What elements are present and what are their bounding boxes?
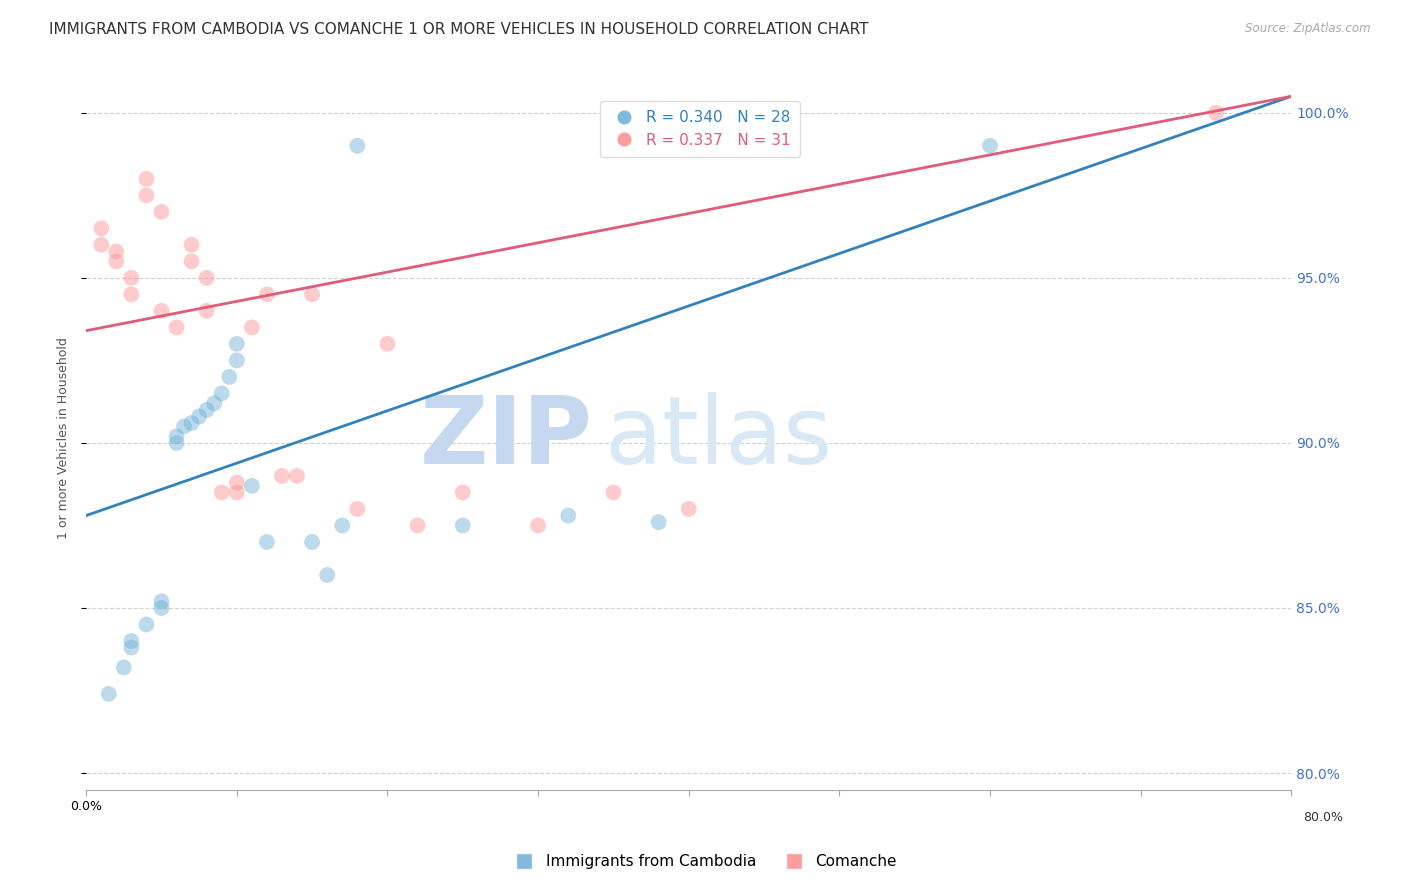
Point bbox=[451, 518, 474, 533]
Point bbox=[301, 535, 323, 549]
Point bbox=[527, 518, 550, 533]
Point bbox=[112, 660, 135, 674]
Text: atlas: atlas bbox=[605, 392, 832, 484]
Point bbox=[406, 518, 429, 533]
Point bbox=[377, 337, 399, 351]
Point bbox=[180, 416, 202, 430]
Point bbox=[330, 518, 353, 533]
Point bbox=[225, 475, 247, 490]
Point bbox=[256, 287, 278, 301]
Point bbox=[202, 396, 225, 410]
Point bbox=[173, 419, 195, 434]
Point bbox=[557, 508, 579, 523]
Point bbox=[180, 237, 202, 252]
Point bbox=[240, 479, 263, 493]
Point bbox=[346, 502, 368, 516]
Text: IMMIGRANTS FROM CAMBODIA VS COMANCHE 1 OR MORE VEHICLES IN HOUSEHOLD CORRELATION: IMMIGRANTS FROM CAMBODIA VS COMANCHE 1 O… bbox=[49, 22, 869, 37]
Point bbox=[256, 535, 278, 549]
Point bbox=[135, 171, 157, 186]
Point bbox=[97, 687, 120, 701]
Point bbox=[135, 617, 157, 632]
Point bbox=[188, 409, 211, 424]
Point bbox=[647, 515, 669, 529]
Point bbox=[120, 634, 142, 648]
Point bbox=[218, 370, 240, 384]
Point bbox=[135, 188, 157, 202]
Point bbox=[120, 270, 142, 285]
Point bbox=[602, 485, 624, 500]
Point bbox=[285, 469, 308, 483]
Point bbox=[225, 337, 247, 351]
Point bbox=[105, 244, 128, 259]
Point bbox=[195, 303, 218, 318]
Legend: R = 0.340   N = 28, R = 0.337   N = 31: R = 0.340 N = 28, R = 0.337 N = 31 bbox=[600, 101, 800, 157]
Point bbox=[166, 436, 188, 450]
Point bbox=[166, 320, 188, 334]
Point bbox=[225, 353, 247, 368]
Point bbox=[211, 386, 233, 401]
Point bbox=[195, 270, 218, 285]
Text: 80.0%: 80.0% bbox=[1303, 811, 1343, 824]
Point bbox=[90, 221, 112, 235]
Point bbox=[150, 204, 173, 219]
Point bbox=[120, 287, 142, 301]
Point bbox=[271, 469, 294, 483]
Point bbox=[120, 640, 142, 655]
Point bbox=[195, 403, 218, 417]
Point bbox=[678, 502, 700, 516]
Point bbox=[90, 237, 112, 252]
Point bbox=[451, 485, 474, 500]
Point bbox=[150, 601, 173, 615]
Legend: Immigrants from Cambodia, Comanche: Immigrants from Cambodia, Comanche bbox=[503, 848, 903, 875]
Point bbox=[240, 320, 263, 334]
Point bbox=[150, 594, 173, 608]
Point bbox=[211, 485, 233, 500]
Point bbox=[180, 254, 202, 268]
Y-axis label: 1 or more Vehicles in Household: 1 or more Vehicles in Household bbox=[58, 337, 70, 539]
Point bbox=[105, 254, 128, 268]
Point bbox=[316, 568, 339, 582]
Point bbox=[346, 138, 368, 153]
Point bbox=[150, 303, 173, 318]
Text: ZIP: ZIP bbox=[419, 392, 592, 484]
Point bbox=[166, 429, 188, 443]
Point bbox=[1205, 105, 1227, 120]
Point bbox=[979, 138, 1001, 153]
Text: Source: ZipAtlas.com: Source: ZipAtlas.com bbox=[1246, 22, 1371, 36]
Point bbox=[225, 485, 247, 500]
Point bbox=[301, 287, 323, 301]
